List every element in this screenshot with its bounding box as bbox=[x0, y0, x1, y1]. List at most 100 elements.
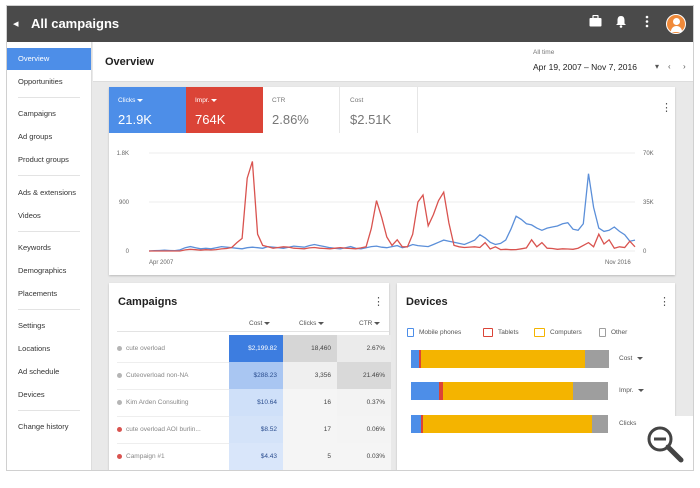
sidebar-divider bbox=[18, 309, 80, 310]
sidebar-item-settings[interactable]: Settings bbox=[18, 321, 46, 330]
dropdown-arrow-icon[interactable]: ▾ bbox=[655, 62, 660, 71]
more-vert-icon[interactable] bbox=[639, 15, 655, 31]
status-dot-icon bbox=[117, 399, 122, 405]
metric-label: Cost bbox=[350, 97, 364, 104]
sidebar-divider bbox=[18, 410, 80, 411]
sort-arrow-icon bbox=[374, 321, 381, 325]
x-tick-start: Apr 2007 bbox=[149, 260, 174, 266]
computer-icon bbox=[534, 328, 545, 337]
chevron-left-icon[interactable]: ‹ bbox=[668, 62, 671, 71]
device-bar-segment bbox=[592, 415, 608, 433]
cell-clicks: 16 bbox=[283, 389, 337, 416]
sidebar-item-ad-groups[interactable]: Ad groups bbox=[18, 132, 53, 141]
cell-clicks: 17 bbox=[283, 416, 337, 443]
metric-value: 764K bbox=[195, 112, 226, 127]
row-divider bbox=[117, 416, 229, 417]
chevron-right-icon[interactable]: › bbox=[683, 62, 686, 71]
row-divider bbox=[117, 443, 229, 444]
chevron-left-icon[interactable]: ◂ bbox=[13, 18, 19, 30]
status-dot-icon bbox=[117, 372, 122, 378]
briefcase-icon[interactable] bbox=[587, 14, 603, 31]
device-bar-segment bbox=[421, 415, 423, 433]
device-bar-segment bbox=[411, 382, 439, 400]
sidebar-item-change-history[interactable]: Change history bbox=[18, 422, 69, 431]
cell-clicks: 5 bbox=[283, 443, 337, 470]
status-dot-icon bbox=[117, 453, 122, 459]
campaign-name[interactable]: Campaign #1 bbox=[117, 453, 165, 460]
tablet-icon bbox=[483, 328, 493, 337]
row-divider bbox=[117, 389, 229, 390]
device-bar-segment bbox=[443, 382, 573, 400]
sidebar-item-placements[interactable]: Placements bbox=[18, 289, 58, 298]
sidebar-item-ads-extensions[interactable]: Ads & extensions bbox=[18, 188, 76, 197]
legend-tablets: Tablets bbox=[483, 328, 519, 337]
metric-impressions[interactable]: Impr. 764K bbox=[186, 87, 263, 133]
sidebar-item-overview[interactable]: Overview bbox=[7, 48, 91, 70]
metric-clicks[interactable]: Clicks 21.9K bbox=[109, 87, 186, 133]
sidebar-item-opportunities[interactable]: Opportunities bbox=[18, 77, 63, 86]
zoom-overlay bbox=[637, 416, 693, 470]
campaigns-title: Campaigns bbox=[118, 296, 178, 308]
device-bar bbox=[411, 350, 609, 368]
campaign-name[interactable]: cute overload AOI burlin... bbox=[117, 426, 201, 433]
sidebar: Overview Opportunities Campaigns Ad grou… bbox=[7, 42, 92, 470]
zoom-out-icon[interactable] bbox=[645, 424, 685, 464]
table-divider bbox=[117, 331, 389, 332]
column-header-clicks[interactable]: Clicks bbox=[299, 320, 325, 327]
sidebar-item-product-groups[interactable]: Product groups bbox=[18, 155, 69, 164]
help-icon bbox=[599, 328, 606, 337]
cell-cost: $8.52 bbox=[229, 416, 283, 443]
campaign-name[interactable]: Kim Arden Consulting bbox=[117, 399, 189, 406]
date-range-picker[interactable]: Apr 19, 2007 – Nov 7, 2016 bbox=[533, 62, 637, 72]
device-bar bbox=[411, 382, 608, 400]
dropdown-arrow-icon bbox=[637, 356, 644, 360]
status-dot-icon bbox=[117, 426, 122, 432]
metric-value: $2.51K bbox=[350, 112, 392, 127]
more-vert-icon[interactable]: ⋮ bbox=[661, 102, 672, 114]
more-vert-icon[interactable]: ⋮ bbox=[659, 296, 670, 308]
legend-mobile-phones: Mobile phones bbox=[407, 328, 461, 337]
metric-select[interactable]: Cost bbox=[619, 355, 644, 362]
column-header-ctr[interactable]: CTR bbox=[359, 320, 381, 327]
y-left-tick: 900 bbox=[119, 200, 130, 206]
row-divider bbox=[117, 362, 229, 363]
metric-value: 21.9K bbox=[118, 112, 152, 127]
cell-ctr: 0.06% bbox=[337, 416, 391, 443]
campaign-name[interactable]: cute overload bbox=[117, 345, 165, 352]
cell-cost: $288.23 bbox=[229, 362, 283, 389]
metric-ctr[interactable]: CTR 2.86% bbox=[263, 87, 340, 133]
sidebar-item-devices[interactable]: Devices bbox=[18, 390, 45, 399]
devices-title: Devices bbox=[406, 296, 448, 308]
metric-select[interactable]: Impr. bbox=[619, 387, 645, 394]
device-bar-segment bbox=[423, 415, 592, 433]
avatar[interactable] bbox=[666, 14, 686, 34]
sidebar-divider bbox=[18, 97, 80, 98]
sidebar-item-videos[interactable]: Videos bbox=[18, 211, 41, 220]
dropdown-arrow-icon bbox=[638, 388, 645, 392]
cell-cost: $4.43 bbox=[229, 443, 283, 470]
bell-icon[interactable] bbox=[613, 15, 629, 31]
cell-ctr: 0.37% bbox=[337, 389, 391, 416]
more-vert-icon[interactable]: ⋮ bbox=[373, 296, 384, 308]
column-header-cost[interactable]: Cost bbox=[249, 320, 271, 327]
cell-clicks: 3,356 bbox=[283, 362, 337, 389]
campaign-name[interactable]: Cuteoverload non-NA bbox=[117, 372, 189, 379]
metric-cost[interactable]: Cost $2.51K bbox=[341, 87, 418, 133]
device-bar-segment bbox=[439, 382, 443, 400]
metric-label: Clicks bbox=[118, 97, 136, 104]
sidebar-item-keywords[interactable]: Keywords bbox=[18, 243, 51, 252]
sidebar-item-demographics[interactable]: Demographics bbox=[18, 266, 67, 275]
sort-arrow-icon bbox=[318, 321, 325, 325]
legend-other: Other bbox=[599, 328, 627, 337]
y-left-tick: 1.8K bbox=[117, 151, 129, 157]
mobile-phone-icon bbox=[407, 328, 414, 337]
sort-arrow-icon bbox=[264, 321, 271, 325]
devices-card: Devices ⋮ bbox=[397, 283, 675, 470]
sidebar-item-campaigns[interactable]: Campaigns bbox=[18, 109, 56, 118]
series-line-impressions bbox=[149, 161, 636, 252]
sidebar-item-locations[interactable]: Locations bbox=[18, 344, 51, 353]
y-right-tick: 0 bbox=[643, 249, 647, 255]
sidebar-item-ad-schedule[interactable]: Ad schedule bbox=[18, 367, 60, 376]
status-dot-icon bbox=[117, 345, 122, 351]
sidebar-divider bbox=[18, 175, 80, 176]
